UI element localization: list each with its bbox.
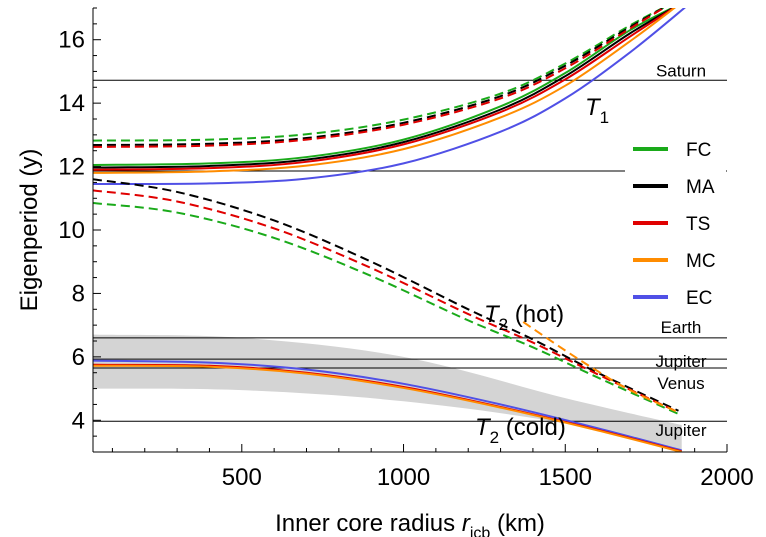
uncertainty-band-layer (93, 334, 682, 452)
reference-line-label: Earth (661, 318, 702, 337)
series-line (93, 8, 665, 142)
y-tick-label: 14 (58, 90, 85, 117)
series-line (93, 8, 676, 174)
curve-annotation: T2 (cold) (475, 414, 566, 447)
curve-annotation: T2 (hot) (484, 301, 564, 334)
reference-line-label: Saturn (656, 61, 706, 80)
legend-label: FC (686, 140, 711, 161)
reference-line-label: Jupiter (655, 352, 706, 371)
y-axis-label: Eigenperiod (y) (16, 149, 43, 312)
reference-line-label: Venus (657, 374, 704, 393)
y-tick-label: 4 (72, 407, 85, 434)
legend-label: MC (686, 251, 716, 272)
legend-label: MA (686, 177, 715, 198)
legend-label: TS (686, 214, 710, 235)
series-line (93, 8, 675, 169)
series-line (93, 8, 675, 166)
x-tick-label: 1000 (377, 464, 430, 491)
series-line (93, 8, 686, 186)
series-line (93, 189, 679, 414)
axes-layer: 500 1000 1500 2000 4 6 8 10 12 14 16 Inner core rad… (16, 7, 754, 537)
curve-annotation: T1 (585, 94, 609, 127)
y-tick-label: 10 (58, 217, 85, 244)
legend: FC MA TS MC EC (625, 130, 726, 315)
series-line (93, 8, 676, 171)
series-line (93, 364, 682, 452)
x-tick-label: 500 (222, 464, 262, 491)
series-line (93, 178, 679, 412)
series-line (93, 8, 666, 147)
series-line (93, 359, 682, 452)
legend-label: EC (686, 288, 712, 309)
series-layer (93, 8, 686, 452)
y-tick-label: 16 (58, 27, 85, 54)
x-tick-label: 2000 (700, 464, 753, 491)
series-line (522, 321, 679, 414)
y-tick-label: 6 (72, 344, 85, 371)
series-line (93, 8, 666, 148)
reference-line-label: Jupiter (655, 421, 706, 440)
x-axis-label: Inner core radius ricb (km) (275, 510, 545, 537)
y-tick-label: 12 (58, 154, 85, 181)
y-tick-label: 8 (72, 280, 85, 307)
uncertainty-band (93, 334, 682, 452)
annotations-layer: T1 T2 (hot) T2 (cold) (475, 94, 609, 447)
series-line (93, 202, 679, 415)
x-tick-label: 1500 (539, 464, 592, 491)
